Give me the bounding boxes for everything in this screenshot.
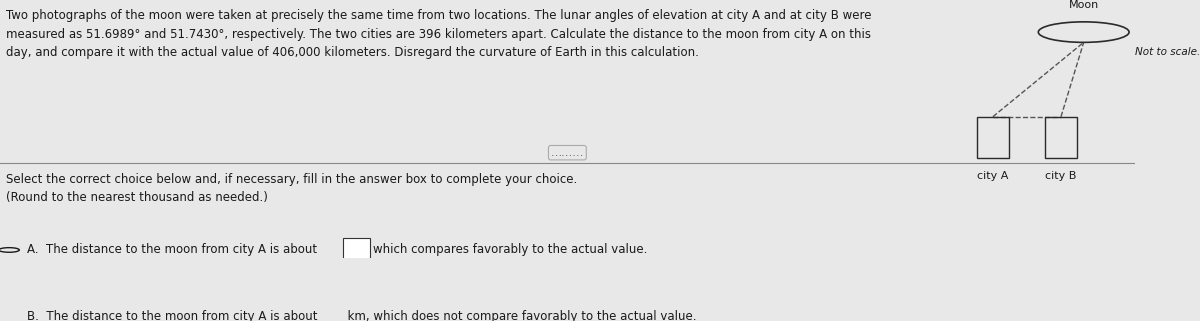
- Text: Two photographs of the moon were taken at precisely the same time from two locat: Two photographs of the moon were taken a…: [6, 9, 871, 59]
- Text: B.  The distance to the moon from city A is about        km, which does not comp: B. The distance to the moon from city A …: [28, 310, 697, 321]
- Text: Not to scale.: Not to scale.: [1135, 48, 1200, 57]
- FancyBboxPatch shape: [343, 238, 370, 262]
- Text: ………: ………: [551, 148, 584, 158]
- Text: city A: city A: [977, 170, 1008, 180]
- FancyBboxPatch shape: [343, 304, 370, 321]
- Text: city B: city B: [1045, 170, 1076, 180]
- Text: Select the correct choice below and, if necessary, fill in the answer box to com: Select the correct choice below and, if …: [6, 173, 577, 204]
- Text: A.  The distance to the moon from city A is about        km, which compares favo: A. The distance to the moon from city A …: [28, 243, 648, 256]
- Text: Moon: Moon: [1068, 0, 1099, 10]
